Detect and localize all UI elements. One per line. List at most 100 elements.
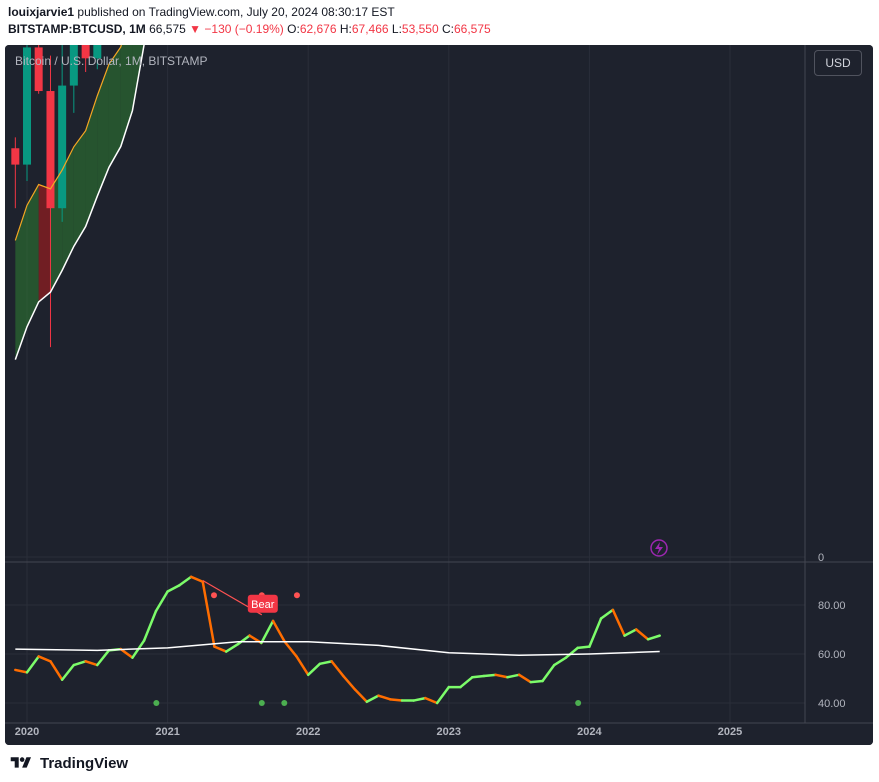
brand-name: TradingView [40,754,129,772]
chart-background [5,45,873,745]
oscillator-segment [72,660,87,667]
grid [5,45,873,745]
ma-band-segment [73,130,86,247]
oscillator-segment [14,668,29,674]
candle-body [11,148,20,165]
chart-canvas[interactable]: Bear 010,00020,00030,00040,00050,00060,0… [5,45,873,745]
price-tick-label: 0 [818,552,824,564]
oscillator-segment [459,676,474,689]
oscillator-segment [283,640,298,658]
oscillator-segment [529,679,544,684]
oscillator-segment [506,673,521,679]
publish-info: louixjarvie1 published on TradingView.co… [8,5,395,19]
oscillator-segment [306,662,322,677]
oscillator-segment [541,663,556,683]
osc-tick-label: 40.00 [818,698,846,710]
candles [11,45,102,348]
time-tick-label: 2023 [437,726,461,738]
oscillator-segment [623,628,638,637]
publish-text: published on TradingView.com, July 20, 2… [77,5,395,19]
time-tick-label: 2025 [718,726,742,738]
high-label: H: [339,22,352,36]
time-tick-label: 2022 [296,726,320,738]
ma-band-fill [15,45,145,360]
osc-buy-dot [153,700,160,706]
oscillator-segment [482,673,497,678]
oscillator-segment [260,619,275,645]
oscillator-signal-line [15,641,660,656]
osc-buy-dot [281,700,288,706]
oscillator-segment [553,656,568,667]
ma-band-segment [27,184,39,327]
oscillator-segment [330,660,345,678]
oscillator-segment [365,694,380,704]
bear-label-box [247,594,278,613]
lightning-icon [655,542,663,555]
ma-band-segment [38,184,51,302]
chart-svg: Bear 010,00020,00030,00040,00050,00060,0… [5,45,873,745]
oscillator-segment [471,674,486,679]
oscillator-segment [84,660,99,667]
bear-label: Bear [251,599,275,611]
price-change: −130 (−0.19%) [204,22,284,36]
ma-band-segment [85,95,98,227]
osc-buy-dot [258,700,265,706]
low-value: 53,550 [401,22,439,36]
high-value: 67,466 [351,22,389,36]
oscillator-segment [588,617,603,648]
oscillator-segment [166,584,181,593]
alert-bolt-icon [650,539,668,557]
oscillator-segment [517,673,533,684]
osc-sell-dot [293,592,300,599]
trend-drawings [650,539,668,557]
ma-band-segment [120,45,133,147]
oscillator-segment [271,619,286,643]
tradingview-brand: TradingView [8,752,128,774]
last-price: 66,575 [149,22,186,36]
oscillator-segment [388,698,404,702]
oscillator-segment [564,646,579,659]
candle-body [93,45,102,59]
oscillator-segment [424,696,439,705]
pane-title: Bitcoin / U.S. Dollar, 1M, BITSTAMP [15,54,208,68]
oscillator-segment [154,590,169,613]
oscillator-segment [142,609,158,642]
ma-band-segment [15,205,27,360]
oscillator-segment [49,660,64,681]
candle-body [34,47,43,92]
currency-button[interactable]: USD [814,50,862,76]
symbol-ohlc-bar: BITSTAMP:BTCUSD, 1M 66,575 ▼ −130 (−0.19… [8,22,491,36]
oscillator-segment [611,608,626,637]
time-tick-label: 2021 [155,726,179,738]
oscillator-segment [295,655,310,677]
oscillator-segment [96,649,111,667]
oscillator-segment [178,575,193,587]
down-arrow-icon: ▼ [189,22,202,36]
tradingview-logo-icon [10,757,31,768]
oscillator-segment [412,696,427,702]
oscillator-segment [236,634,251,646]
ma-band-segment [97,64,109,197]
symbol-label[interactable]: BITSTAMP:BTCUSD, 1M [8,22,146,36]
oscillator-segment [37,655,52,663]
low-label: L: [391,22,402,36]
candle-body [46,91,55,209]
candle-body [69,45,78,86]
publisher-name[interactable]: louixjarvie1 [8,5,75,19]
close-label: C: [441,22,454,36]
osc-sell-dot [210,592,217,599]
osc-tick-label: 80.00 [818,600,846,612]
oscillator-segment [213,645,228,653]
axes: 010,00020,00030,00040,00050,00060,00070,… [5,45,873,738]
oscillator-segment [576,645,591,650]
osc-buy-dot [575,700,582,706]
oscillator-segment [318,660,333,666]
oscillator-pane: Bear [14,575,661,706]
oscillator-segment [60,663,76,681]
oscillator-segment [201,580,216,648]
candle-body [23,47,31,165]
oscillator-segment [599,608,615,620]
oscillator-segment [634,628,650,641]
open-value: 62,676 [299,22,337,36]
